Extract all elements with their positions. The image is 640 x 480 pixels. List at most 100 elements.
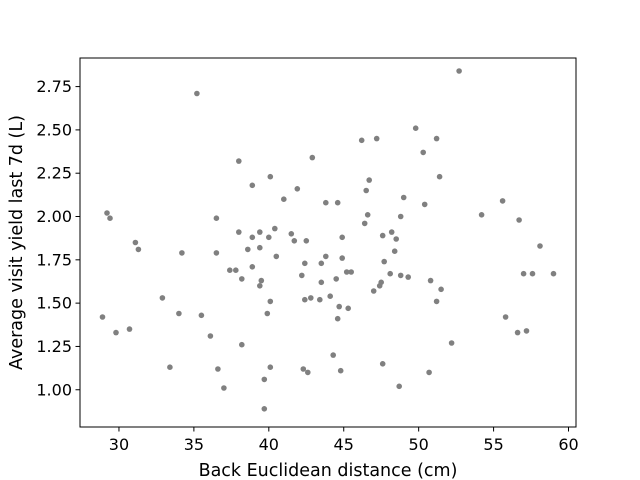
data-point	[236, 229, 242, 235]
data-point	[327, 293, 334, 300]
data-point	[317, 296, 323, 303]
data-point	[379, 361, 386, 367]
data-point	[426, 369, 432, 376]
x-axis-label: Back Euclidean distance (cm)	[199, 461, 458, 480]
data-point	[261, 406, 268, 412]
data-point	[393, 236, 400, 242]
x-tick-label: 30	[109, 435, 129, 454]
data-point	[213, 250, 220, 256]
data-point	[303, 238, 310, 244]
data-point	[520, 270, 527, 277]
x-tick-label: 40	[259, 435, 279, 454]
data-point	[348, 269, 355, 275]
data-point	[379, 232, 386, 239]
data-point	[456, 68, 462, 74]
data-point	[333, 276, 340, 282]
data-point	[391, 248, 398, 254]
data-point	[330, 352, 337, 358]
data-point	[516, 217, 522, 223]
data-point	[207, 333, 214, 339]
data-point	[308, 295, 314, 301]
data-point	[363, 187, 370, 194]
data-point	[299, 272, 305, 279]
data-point	[267, 364, 274, 371]
data-point	[339, 255, 346, 261]
data-point	[366, 177, 373, 183]
data-point	[233, 267, 239, 274]
data-point	[132, 239, 139, 246]
data-point	[334, 315, 341, 322]
data-point	[264, 310, 271, 317]
y-tick-label: 2.75	[36, 77, 72, 96]
data-point	[258, 277, 265, 284]
data-point	[239, 276, 245, 282]
data-point	[215, 366, 221, 372]
data-point	[499, 198, 506, 204]
data-point	[502, 314, 509, 320]
data-point	[388, 229, 395, 235]
data-point	[370, 288, 377, 294]
data-point	[257, 229, 263, 235]
data-point	[266, 234, 272, 241]
data-point	[381, 258, 388, 265]
data-point	[396, 383, 403, 390]
data-point	[272, 225, 278, 232]
data-point	[302, 296, 308, 303]
data-point	[339, 234, 346, 241]
data-point	[249, 264, 256, 270]
data-point	[198, 312, 205, 319]
data-point	[378, 279, 385, 286]
data-point	[433, 298, 440, 305]
data-point	[107, 215, 113, 221]
data-point	[261, 376, 268, 383]
plot-area-frame	[79, 57, 577, 428]
y-tick-label: 1.50	[36, 294, 72, 313]
data-point	[529, 270, 536, 277]
data-point	[113, 329, 119, 336]
axis-ticks: 30 35 40 45 50 55 60 1.00 1.25 1.50 1.75 2.00 2.25 2.…	[36, 77, 578, 454]
data-point	[436, 173, 443, 180]
data-point	[257, 244, 263, 251]
data-point	[400, 194, 407, 201]
data-point	[126, 326, 133, 332]
data-point	[448, 340, 455, 346]
data-point	[397, 272, 404, 279]
data-point	[318, 260, 325, 267]
y-axis-label: Average visit yield last 7d (L)	[7, 115, 27, 370]
y-tick-label: 1.25	[36, 337, 72, 356]
data-point	[523, 328, 530, 334]
data-point	[291, 238, 298, 244]
x-tick-label: 50	[408, 435, 428, 454]
y-tick-label: 1.00	[36, 380, 72, 399]
data-point	[478, 212, 485, 218]
data-point	[249, 234, 256, 241]
data-point	[433, 135, 440, 142]
data-point	[309, 154, 316, 161]
data-point	[550, 270, 557, 277]
data-point	[273, 253, 280, 260]
data-point	[358, 137, 365, 144]
data-point	[537, 243, 543, 249]
y-tick-label: 2.00	[36, 207, 72, 226]
data-point	[176, 310, 182, 317]
data-point	[345, 305, 352, 312]
data-point	[221, 385, 227, 391]
data-point	[194, 90, 200, 97]
data-point	[323, 199, 329, 206]
data-point	[159, 295, 166, 301]
data-point	[397, 213, 404, 220]
data-point	[420, 149, 427, 156]
data-point	[334, 199, 341, 206]
y-tick-label: 2.50	[36, 120, 72, 139]
data-point	[227, 267, 233, 274]
data-point	[337, 367, 344, 374]
data-point	[373, 135, 380, 142]
data-point	[167, 364, 173, 371]
x-tick-label: 45	[334, 435, 354, 454]
data-point	[249, 182, 256, 189]
data-point	[412, 125, 419, 131]
data-point	[387, 270, 394, 277]
data-point	[257, 283, 263, 289]
